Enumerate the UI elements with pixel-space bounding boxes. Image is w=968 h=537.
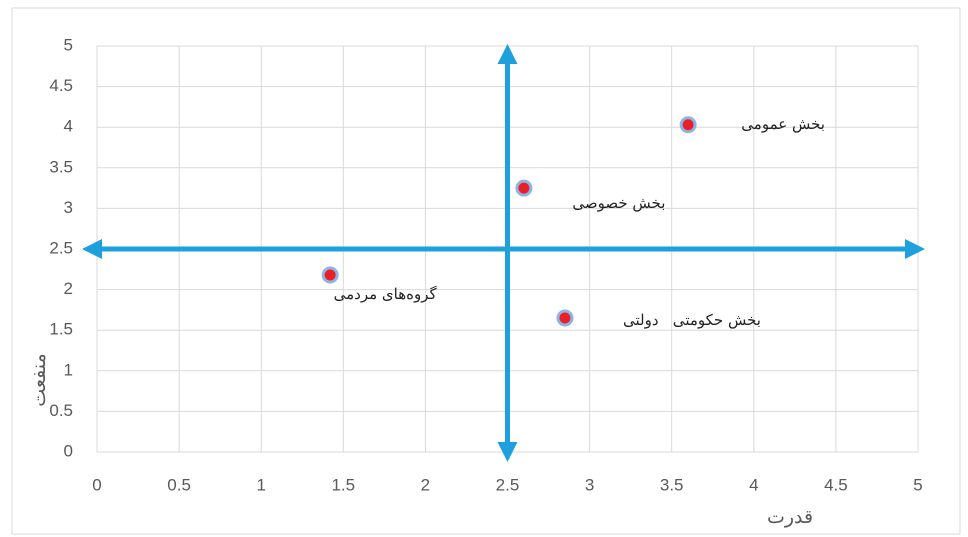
x-tick-label: 3 [585, 475, 594, 494]
point-label: بخش خصوصی [572, 194, 665, 212]
y-tick-label: 3 [64, 198, 73, 217]
y-tick-label: 2 [64, 279, 73, 298]
point [681, 118, 695, 132]
y-tick-label: 1.5 [49, 320, 73, 339]
x-tick-label: 1 [256, 475, 265, 494]
x-tick-label: 5 [913, 475, 922, 494]
y-tick-label: 0.5 [49, 401, 73, 420]
point-label: گروه‌های مردمی [334, 285, 438, 303]
y-tick-label: 4 [64, 117, 73, 136]
x-tick-label: 0.5 [167, 475, 191, 494]
point [323, 268, 337, 282]
x-axis-title: قدرت [767, 506, 813, 528]
point-label: بخش عمومی [741, 115, 825, 133]
y-axis-title: منفعت [28, 353, 50, 406]
x-tick-label: 3.5 [660, 475, 684, 494]
x-tick-label: 2 [421, 475, 430, 494]
x-tick-label: 1.5 [331, 475, 355, 494]
x-tick-label: 4.5 [824, 475, 848, 494]
chart: قدرت منفعت 0 0.5 1 1.5 2 2.5 3 3.5 4 4.5 5 0 0.5 1 1.5… [0, 0, 968, 537]
point [517, 181, 531, 195]
x-tick-label: 2.5 [496, 475, 520, 494]
point-label: بخش حکومتی دولتی [623, 311, 761, 329]
x-tick-label: 4 [749, 475, 758, 494]
y-tick-label: 2.5 [49, 238, 73, 257]
y-tick-label: 3.5 [49, 157, 73, 176]
y-tick-label: 0 [64, 441, 73, 460]
point [558, 311, 572, 325]
y-tick-label: 5 [64, 35, 73, 54]
y-tick-label: 4.5 [49, 76, 73, 95]
x-tick-label: 0 [92, 475, 101, 494]
y-tick-label: 1 [64, 360, 73, 379]
